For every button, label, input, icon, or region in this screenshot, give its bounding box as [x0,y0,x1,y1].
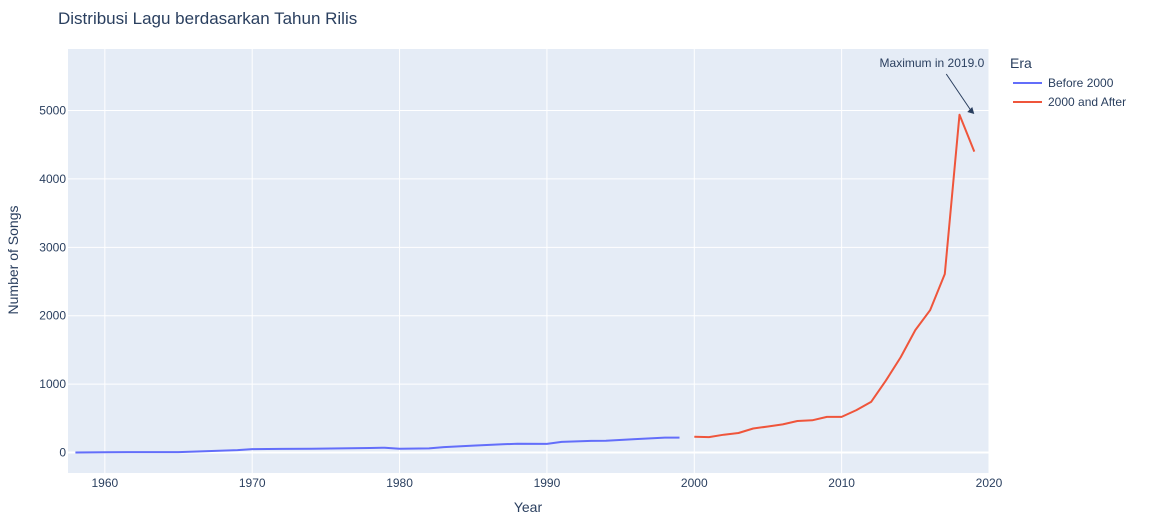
series-line-1 [75,436,680,454]
annotation-arrow-line [945,73,972,112]
x-tick-label: 2000 [681,476,708,490]
legend-item-label: Before 2000 [1048,76,1114,90]
x-tick-label: 1980 [386,476,413,490]
annotation-label: Maximum in 2019.0 [880,56,985,70]
x-tick-labels: 1960 1970 1980 1990 2000 2010 2020 [91,476,1002,490]
y-axis-label: Number of Songs [5,206,21,315]
chart-title: Distribusi Lagu berdasarkan Tahun Rilis [58,9,357,28]
y-tick-label: 1000 [39,377,66,391]
annotation-arrowhead [967,106,975,114]
y-tick-label: 3000 [39,240,66,254]
legend: Era Before 2000 2000 and After [1010,55,1126,109]
x-tick-label: 2020 [976,476,1003,490]
legend-title: Era [1010,55,1032,71]
y-tick-label: 4000 [39,172,66,186]
y-tick-label: 2000 [39,309,66,323]
x-gridlines [104,49,990,473]
legend-item-label: 2000 and After [1048,95,1126,109]
y-tick-labels: 0 1000 2000 3000 4000 5000 [39,104,66,460]
annotations: Maximum in 2019.0 [880,56,985,114]
series-line-2 [694,113,976,439]
x-tick-label: 1990 [534,476,561,490]
y-gridlines [68,110,989,454]
y-tick-label: 0 [59,445,66,459]
x-axis-label: Year [514,499,543,515]
x-tick-label: 1960 [91,476,118,490]
x-tick-label: 2010 [828,476,855,490]
x-tick-label: 1970 [239,476,266,490]
series-lines [75,113,976,454]
y-tick-label: 5000 [39,104,66,118]
plot-area [68,49,989,473]
